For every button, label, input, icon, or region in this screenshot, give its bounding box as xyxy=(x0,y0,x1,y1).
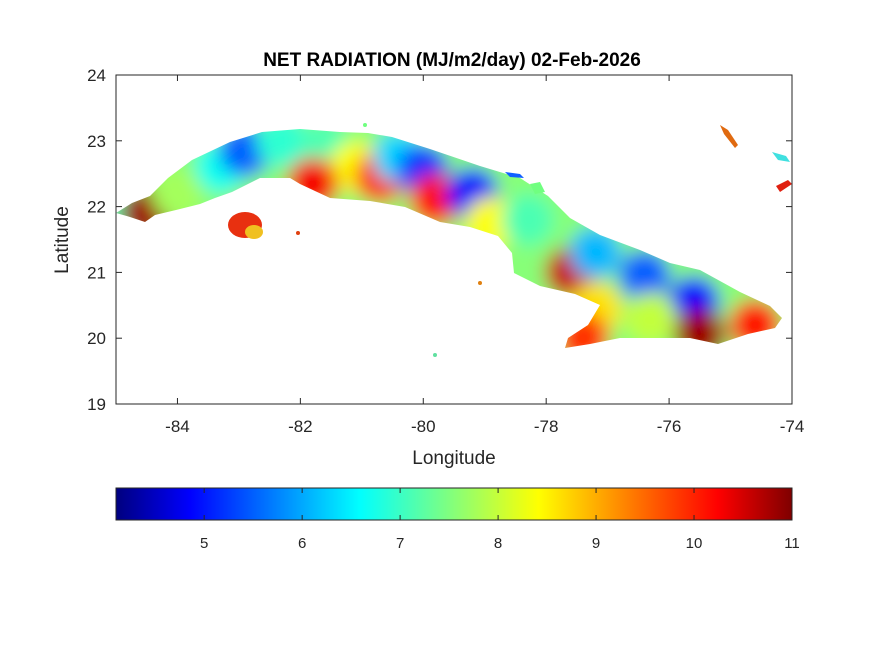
colorbar-tick-label: 9 xyxy=(592,535,600,552)
key-small-3 xyxy=(296,231,300,235)
x-tick-label: -78 xyxy=(534,417,559,436)
y-ticks: 24 23 22 21 20 19 xyxy=(87,66,792,414)
x-ticks: -84 -82 -80 -78 -76 -74 xyxy=(165,75,804,436)
colorbar xyxy=(115,487,793,521)
y-tick-label: 21 xyxy=(87,263,106,282)
colorbar-tick-label: 11 xyxy=(784,535,800,552)
y-tick-label: 22 xyxy=(87,198,106,217)
y-tick-label: 20 xyxy=(87,329,106,348)
x-tick-label: -76 xyxy=(657,417,682,436)
heat-region-21 xyxy=(624,292,677,345)
key-north-2 xyxy=(530,182,545,194)
heat-region-5 xyxy=(255,129,308,167)
axes-background xyxy=(116,75,792,404)
heat-region-15 xyxy=(501,193,554,246)
heat-region-18 xyxy=(618,249,671,302)
key-small-1 xyxy=(433,353,437,357)
colorbar-tick-label: 10 xyxy=(686,535,703,552)
colorbar-tick-label: 8 xyxy=(494,535,502,552)
y-axis-title: Latitude xyxy=(52,206,73,274)
key-north xyxy=(505,172,524,178)
axes-frame xyxy=(115,74,793,405)
heat-region-17 xyxy=(569,226,622,279)
colorbar-tick-label: 5 xyxy=(200,535,208,552)
x-tick-label: -82 xyxy=(288,417,313,436)
island-east-2 xyxy=(776,180,792,192)
key-small-2 xyxy=(478,281,482,285)
island-northeast xyxy=(720,125,738,148)
plot-title: NET RADIATION (MJ/m2/day) 02-Feb-2026 xyxy=(263,50,641,71)
x-tick-label: -80 xyxy=(411,417,436,436)
x-tick-label: -74 xyxy=(780,417,805,436)
y-tick-label: 19 xyxy=(87,395,106,414)
isle-of-youth-east xyxy=(245,225,263,239)
colorbar-tick-label: 7 xyxy=(396,535,404,552)
x-axis-title: Longitude xyxy=(412,448,495,469)
island-east-1 xyxy=(772,152,790,162)
y-tick-label: 24 xyxy=(87,66,106,85)
colorbar-ticks: 5 6 7 8 9 10 11 xyxy=(200,488,800,552)
key-small-4 xyxy=(363,123,367,127)
x-tick-label: -84 xyxy=(165,417,190,436)
y-tick-label: 23 xyxy=(87,132,106,151)
colorbar-tick-label: 6 xyxy=(298,535,306,552)
